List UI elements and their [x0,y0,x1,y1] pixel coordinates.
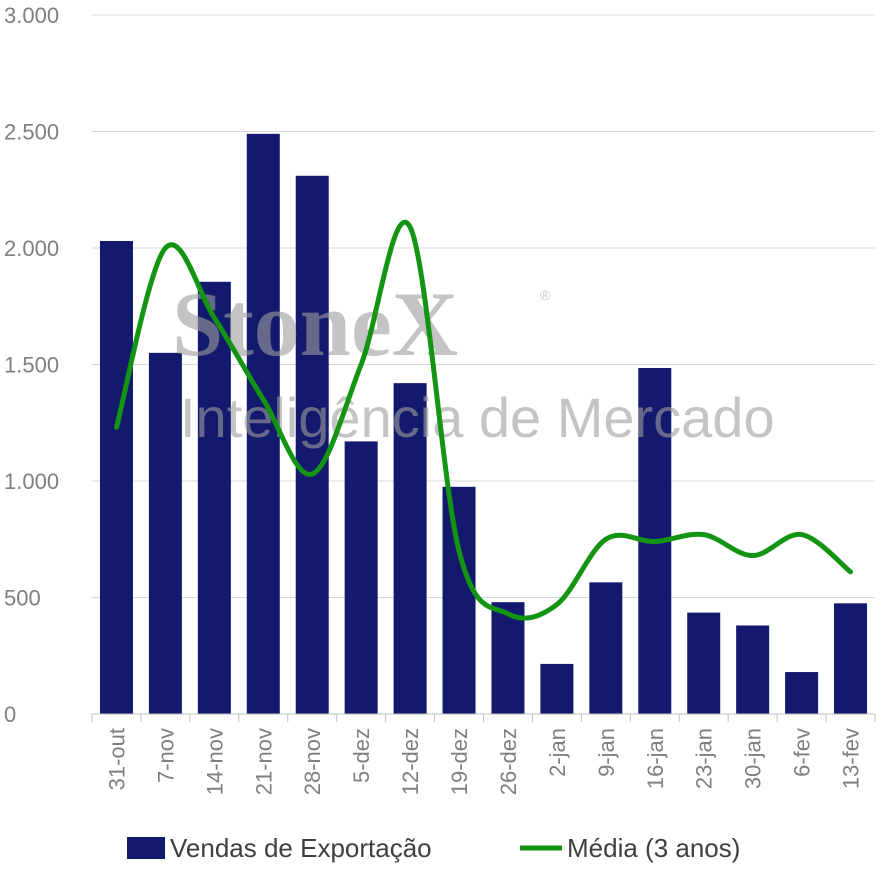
x-tick-label: 21-nov [251,728,276,795]
x-tick-label: 14-nov [202,728,227,795]
bar [295,175,329,714]
legend-label-bars: Vendas de Exportação [170,833,432,863]
watermark-registered-mark: ® [540,287,551,303]
x-tick-label: 9-jan [594,728,619,777]
x-tick-label: 28-nov [300,728,325,795]
bar [99,241,133,714]
x-tick-label: 16-jan [643,728,668,789]
line-series [113,219,854,621]
x-tick-label: 19-dez [447,728,472,795]
bar [148,352,182,714]
bar [687,612,721,714]
bar [442,486,476,714]
legend-label-line: Média (3 anos) [567,833,740,863]
x-tick-label: 30-jan [741,728,766,789]
y-axis-ticks: 0 500 1.000 1.500 2.000 2.500 3.000 [4,3,59,727]
x-tick-label: 7-nov [153,728,178,783]
y-tick-label: 3.000 [4,3,59,28]
bar [834,603,868,714]
bar [540,663,574,714]
bar [197,281,231,714]
bar [736,625,770,714]
x-tick-label: 13-fev [839,728,864,789]
legend-swatch-bars [127,837,165,859]
x-tick-label: 6-fev [790,728,815,777]
x-tick-label: 5-dez [349,728,374,783]
bar [393,383,427,714]
bar [589,582,623,714]
x-tick-label: 26-dez [496,728,521,795]
x-tick-label: 23-jan [692,728,717,789]
watermark: StoneX ® Inteligência de Mercado [172,273,775,449]
y-tick-label: 500 [4,586,41,611]
legend: Vendas de Exportação Média (3 anos) [127,833,740,863]
watermark-tagline: Inteligência de Mercado [180,386,775,449]
x-axis-ticks: 31-out 7-nov 14-nov 21-nov 28-nov 5-dez 12-dez… [91,714,876,795]
bar [491,602,525,714]
y-tick-label: 2.500 [4,120,59,145]
y-tick-label: 2.000 [4,236,59,261]
bar [785,672,819,714]
y-tick-label: 1.500 [4,353,59,378]
bar [344,441,378,714]
x-tick-label: 12-dez [398,728,423,795]
x-tick-label: 31-out [104,728,129,790]
watermark-brand: StoneX [172,273,458,375]
x-tick-label: 2-jan [545,728,570,777]
y-tick-label: 0 [4,702,16,727]
y-tick-label: 1.000 [4,469,59,494]
